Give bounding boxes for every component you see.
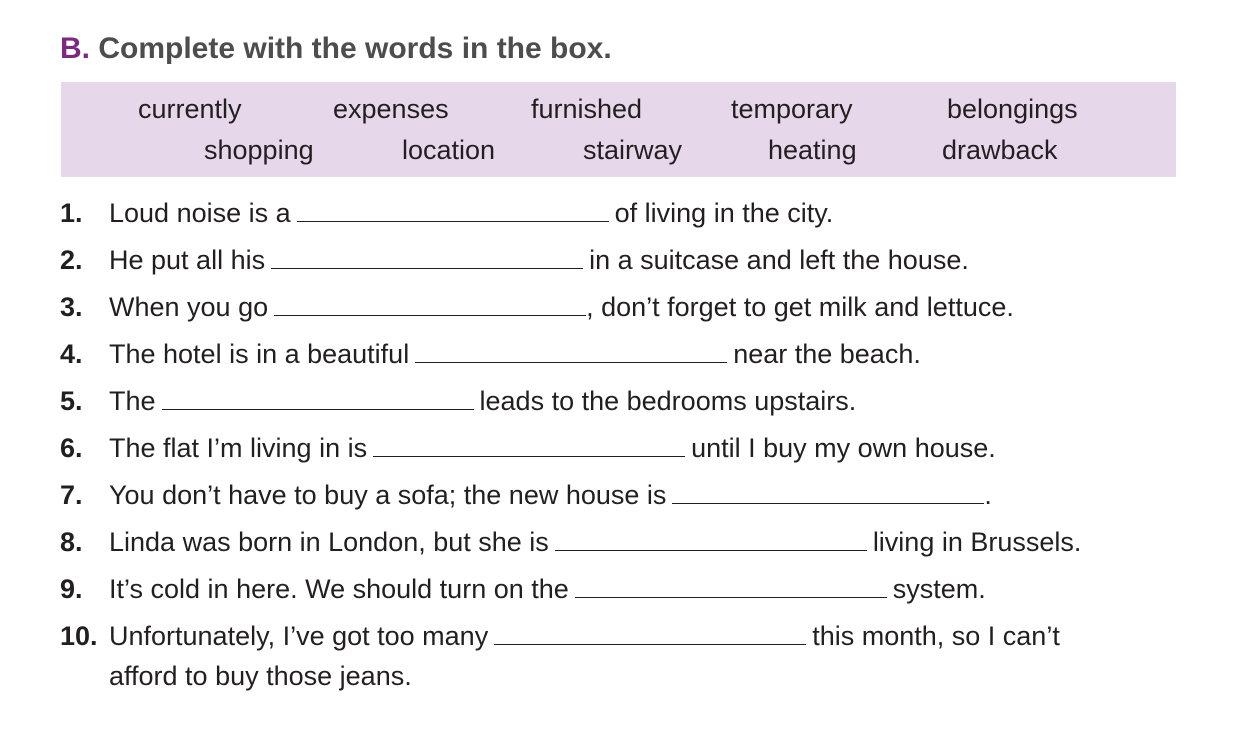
answer-blank[interactable]: [271, 244, 584, 269]
item-text-after: , don’t forget to get milk and lettuce.: [586, 292, 1014, 322]
word-box-item: belongings: [947, 94, 1078, 124]
answer-blank[interactable]: [672, 479, 985, 504]
exercise-heading: B. Complete with the words in the box.: [60, 31, 612, 67]
word-box-item: shopping: [204, 135, 314, 165]
item-number: 2.: [60, 245, 83, 275]
word-box-item: location: [402, 135, 496, 165]
item-text-after: living in Brussels.: [872, 527, 1082, 557]
answer-blank[interactable]: [274, 291, 587, 316]
word-box-item: drawback: [942, 135, 1058, 165]
item-number: 8.: [60, 527, 83, 557]
item-number: 6.: [60, 433, 83, 463]
item-number: 4.: [60, 339, 83, 369]
item-text-after: system.: [892, 574, 986, 604]
item-number: 10.: [60, 621, 98, 651]
word-box-item: expenses: [333, 94, 449, 124]
item-text-after: leads to the bedrooms upstairs.: [479, 386, 857, 416]
item-text-after: near the beach.: [733, 339, 921, 369]
item-text-continuation: afford to buy those jeans.: [109, 661, 412, 691]
exercise-instruction: Complete with the words in the box.: [98, 32, 612, 65]
word-box-item: furnished: [531, 94, 643, 124]
item-text-before: The hotel is in a beautiful: [109, 339, 410, 369]
word-box-item: stairway: [583, 135, 683, 165]
item-text-after: this month, so I can’t: [812, 621, 1060, 651]
item-text-before: Unfortunately, I’ve got too many: [109, 621, 489, 651]
item-text-before: Loud noise is a: [109, 198, 291, 228]
item-text-before: It’s cold in here. We should turn on the: [109, 574, 569, 604]
word-box-item: currently: [138, 94, 242, 124]
item-text-after: .: [984, 480, 992, 510]
item-text-before: You don’t have to buy a sofa; the new ho…: [109, 480, 667, 510]
word-box-item: temporary: [731, 94, 853, 124]
item-text-after: of living in the city.: [614, 198, 834, 228]
item-text-before: Linda was born in London, but she is: [109, 527, 549, 557]
item-number: 7.: [60, 480, 83, 510]
item-text-before: The flat I’m living in is: [109, 433, 368, 463]
answer-blank[interactable]: [161, 385, 474, 410]
item-number: 9.: [60, 574, 83, 604]
item-number: 5.: [60, 386, 83, 416]
item-text-after: until I buy my own house.: [691, 433, 996, 463]
item-text-after: in a suitcase and left the house.: [589, 245, 969, 275]
answer-blank[interactable]: [494, 620, 807, 645]
item-text-before: The: [109, 386, 156, 416]
item-number: 3.: [60, 292, 83, 322]
word-box: currently expenses furnished temporary b…: [61, 82, 1176, 177]
answer-blank[interactable]: [373, 432, 686, 457]
answer-blank[interactable]: [415, 338, 728, 363]
exercise-letter: B.: [60, 32, 90, 65]
answer-blank[interactable]: [296, 197, 609, 222]
item-number: 1.: [60, 198, 83, 228]
answer-blank[interactable]: [554, 526, 867, 551]
answer-blank[interactable]: [574, 573, 887, 598]
item-text-before: He put all his: [109, 245, 266, 275]
item-text-before: When you go: [109, 292, 269, 322]
word-box-item: heating: [768, 135, 857, 165]
